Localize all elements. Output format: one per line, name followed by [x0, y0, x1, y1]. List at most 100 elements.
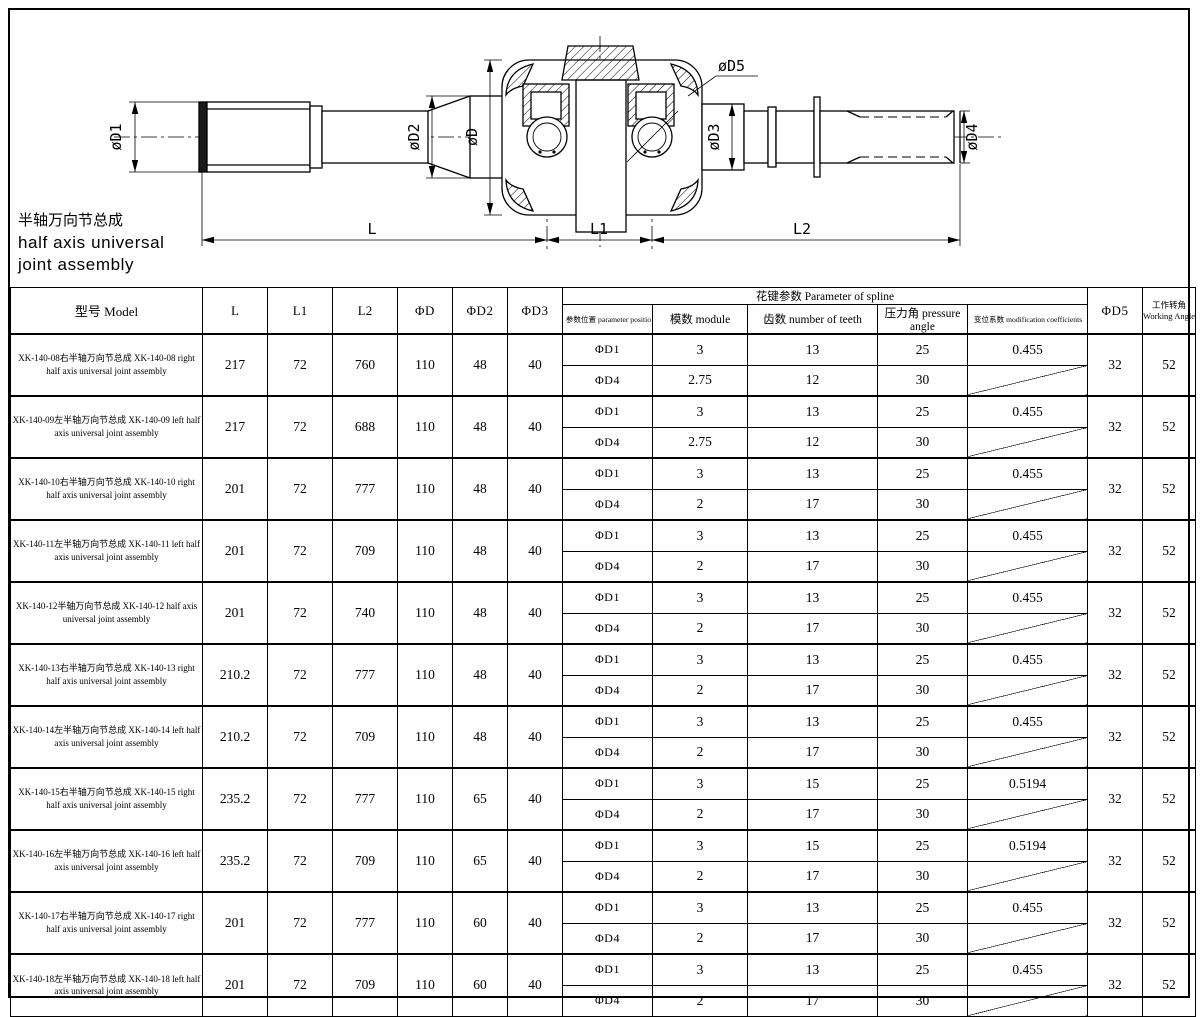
D5-cell: 32	[1087, 581, 1143, 645]
spline-teeth-cell: 17	[747, 984, 878, 1017]
spline-module-cell: 3	[652, 705, 748, 738]
spline-position-cell: ΦD1	[562, 767, 653, 800]
spline-module-cell: 2	[652, 922, 748, 955]
header-working-angle: 工作转角 Working Angle	[1142, 287, 1196, 335]
spline-coefficient-cell: 0.455	[967, 333, 1088, 366]
drawing-sheet: øD1 øD2 øD øD3 øD4 øD5 L L1 L2 半轴万向节总成 h…	[8, 8, 1196, 1017]
spline-module-cell: 2.75	[652, 426, 748, 459]
dim-label-d1: øD1	[107, 123, 125, 150]
L1-cell: 72	[267, 829, 333, 893]
spline-position-cell: ΦD1	[562, 953, 653, 986]
spline-position-cell: ΦD1	[562, 829, 653, 862]
spline-module-cell: 3	[652, 891, 748, 924]
table-row: XK-140-17右半轴万向节总成 XK-140-17 right half a…	[10, 891, 1196, 955]
D3-cell: 40	[507, 333, 563, 397]
working-angle-cell: 52	[1142, 705, 1196, 769]
spline-pressure-angle-cell: 25	[877, 953, 968, 986]
spline-coefficient-cell: 0.455	[967, 457, 1088, 490]
L1-cell: 72	[267, 333, 333, 397]
spline-position-cell: ΦD4	[562, 364, 653, 397]
spline-position-cell: ΦD4	[562, 798, 653, 831]
spline-teeth-cell: 17	[747, 550, 878, 583]
L1-cell: 72	[267, 643, 333, 707]
spline-coefficient-cell: 0.455	[967, 519, 1088, 552]
D5-cell: 32	[1087, 643, 1143, 707]
working-angle-cell: 52	[1142, 891, 1196, 955]
right-shaft	[701, 96, 961, 178]
drawing-title-cn: 半轴万向节总成	[18, 211, 123, 229]
spline-teeth-cell: 17	[747, 922, 878, 955]
spline-position-cell: ΦD4	[562, 736, 653, 769]
spline-module-cell: 2	[652, 984, 748, 1017]
L-cell: 210.2	[202, 705, 268, 769]
D2-cell: 48	[452, 581, 508, 645]
spline-pressure-angle-cell: 25	[877, 519, 968, 552]
D-cell: 110	[397, 767, 453, 831]
header-module: 模数 module	[652, 304, 748, 335]
model-cell: XK-140-08右半轴万向节总成 XK-140-08 right half a…	[10, 333, 203, 397]
spline-pressure-angle-cell: 30	[877, 798, 968, 831]
table-row: XK-140-11左半轴万向节总成 XK-140-11 left half ax…	[10, 519, 1196, 583]
model-cell: XK-140-09左半轴万向节总成 XK-140-09 left half ax…	[10, 395, 203, 459]
table-row: XK-140-09左半轴万向节总成 XK-140-09 left half ax…	[10, 395, 1196, 459]
spline-position-cell: ΦD4	[562, 860, 653, 893]
L1-cell: 72	[267, 705, 333, 769]
D-cell: 110	[397, 829, 453, 893]
spline-coefficient-empty-cell	[967, 612, 1088, 645]
D3-cell: 40	[507, 705, 563, 769]
header-model: 型号 Model	[10, 287, 203, 335]
spline-teeth-cell: 13	[747, 333, 878, 366]
D-cell: 110	[397, 333, 453, 397]
L2-cell: 760	[332, 333, 398, 397]
D3-cell: 40	[507, 953, 563, 1017]
spline-coefficient-empty-cell	[967, 674, 1088, 707]
spline-pressure-angle-cell: 30	[877, 426, 968, 459]
spline-coefficient-cell: 0.455	[967, 581, 1088, 614]
spline-module-cell: 2.75	[652, 364, 748, 397]
spline-module-cell: 3	[652, 333, 748, 366]
header-modification-coefficients: 变位系数 modification coefficients	[970, 304, 1085, 334]
L2-cell: 777	[332, 767, 398, 831]
L-cell: 217	[202, 395, 268, 459]
dim-label-L1: L1	[590, 220, 608, 238]
spline-module-cell: 2	[652, 860, 748, 893]
table-subrow: ΦD4 2 17 30	[11, 736, 1196, 769]
header-parameter-position: 参数位置 parameter position	[564, 304, 651, 334]
spline-coefficient-cell: 0.455	[967, 705, 1088, 738]
table-subrow: ΦD4 2 17 30	[11, 860, 1196, 893]
spline-pressure-angle-cell: 25	[877, 705, 968, 738]
spline-pressure-angle-cell: 25	[877, 395, 968, 428]
spline-teeth-cell: 15	[747, 767, 878, 800]
spline-coefficient-empty-cell	[967, 922, 1088, 955]
table-row: XK-140-13右半轴万向节总成 XK-140-13 right half a…	[10, 643, 1196, 707]
spline-pressure-angle-cell: 30	[877, 736, 968, 769]
L-cell: 210.2	[202, 643, 268, 707]
drawing-title-en-2: joint assembly	[17, 255, 134, 274]
table-row: XK-140-15右半轴万向节总成 XK-140-15 right half a…	[10, 767, 1196, 831]
header-D3: ΦD3	[507, 287, 563, 335]
spline-teeth-cell: 13	[747, 519, 878, 552]
spline-position-cell: ΦD4	[562, 488, 653, 521]
spline-teeth-cell: 13	[747, 643, 878, 676]
spline-module-cell: 3	[652, 519, 748, 552]
spline-coefficient-cell: 0.5194	[967, 767, 1088, 800]
spline-pressure-angle-cell: 25	[877, 457, 968, 490]
table-subrow: ΦD4 2 17 30	[11, 550, 1196, 583]
spline-pressure-angle-cell: 25	[877, 581, 968, 614]
header-D: ΦD	[397, 287, 453, 335]
spline-module-cell: 3	[652, 581, 748, 614]
D2-cell: 48	[452, 457, 508, 521]
L-cell: 217	[202, 333, 268, 397]
spline-pressure-angle-cell: 30	[877, 860, 968, 893]
spline-module-cell: 2	[652, 798, 748, 831]
spline-coefficient-cell: 0.455	[967, 395, 1088, 428]
spline-module-cell: 2	[652, 488, 748, 521]
D2-cell: 48	[452, 333, 508, 397]
dim-label-L2: L2	[793, 220, 811, 238]
D2-cell: 65	[452, 829, 508, 893]
spline-position-cell: ΦD4	[562, 550, 653, 583]
D5-cell: 32	[1087, 519, 1143, 583]
table-subrow: ΦD4 2 17 30	[11, 612, 1196, 645]
working-angle-cell: 52	[1142, 643, 1196, 707]
header-working-angle-en: Working Angle	[1143, 310, 1195, 321]
